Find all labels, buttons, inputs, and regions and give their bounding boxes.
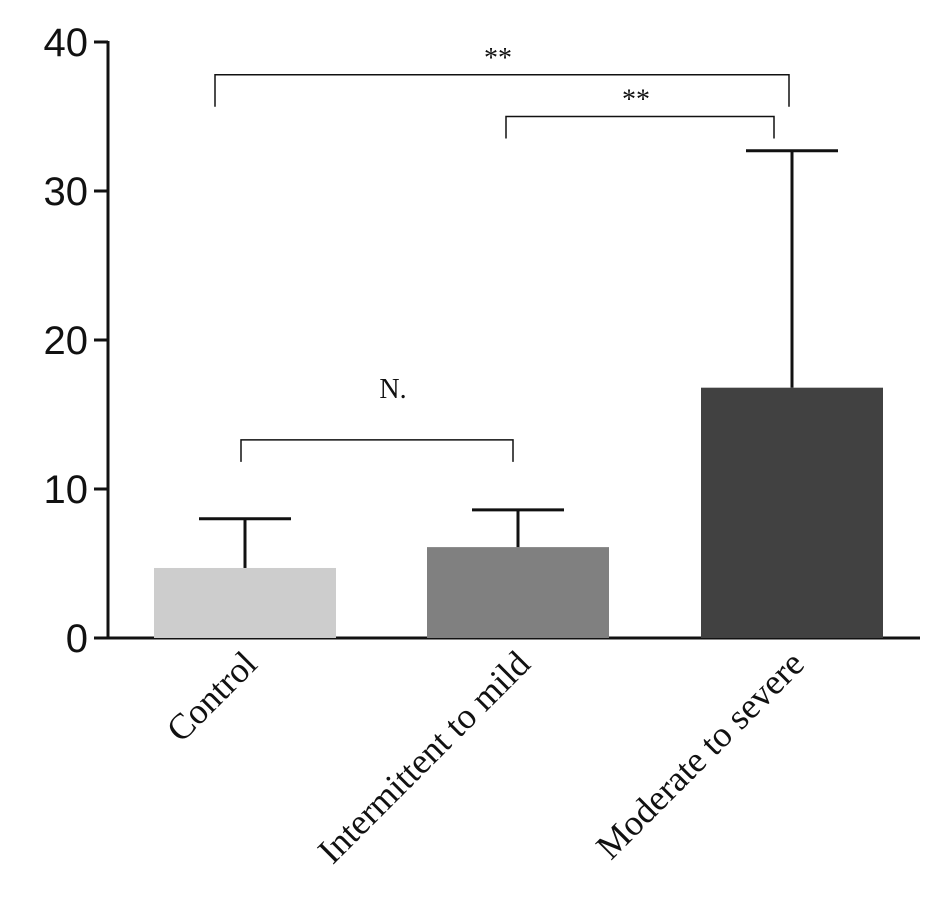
y-tick-label: 30 bbox=[44, 170, 89, 214]
significance-bracket bbox=[505, 115, 775, 139]
significance-label: N. bbox=[379, 374, 406, 405]
significance-label: ** bbox=[484, 43, 512, 74]
significance-label: ** bbox=[622, 85, 650, 116]
y-tick-label: 0 bbox=[66, 617, 88, 661]
bars bbox=[154, 387, 883, 638]
x-tick-label: Moderate to severe bbox=[588, 643, 811, 866]
y-tick-label: 40 bbox=[44, 21, 89, 65]
x-tick-label: Control bbox=[159, 643, 265, 749]
bar bbox=[427, 547, 609, 638]
x-tick-label: Intermittent to mild bbox=[310, 643, 538, 871]
error-bars bbox=[199, 149, 838, 568]
y-tick-label: 10 bbox=[44, 468, 89, 512]
y-ticks: 0 10 20 30 40 bbox=[44, 21, 108, 661]
significance-bracket bbox=[240, 439, 514, 462]
significance-brackets: N. ** ** bbox=[214, 43, 790, 462]
x-tick-labels: Control Intermittent to mild Moderate to s… bbox=[159, 643, 812, 871]
bar bbox=[701, 387, 883, 638]
bar bbox=[154, 567, 336, 638]
y-tick-label: 20 bbox=[44, 319, 89, 363]
significance-bracket bbox=[214, 74, 790, 107]
